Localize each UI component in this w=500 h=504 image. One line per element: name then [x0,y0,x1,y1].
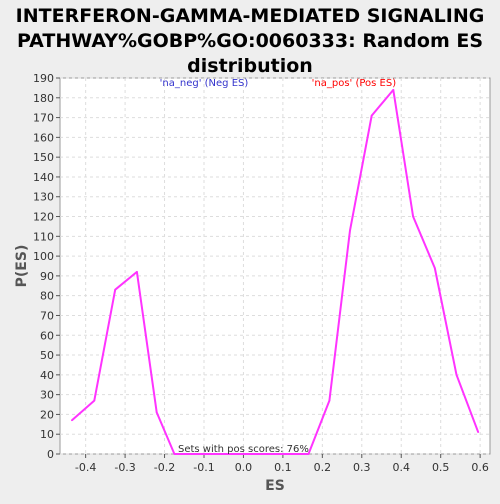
y-tick-label: 30 [40,389,54,402]
x-tick-label: 0.3 [353,461,371,474]
x-axis-label: ES [265,478,285,494]
data-point [173,453,176,455]
x-tick-label: 0.4 [392,461,410,474]
x-tick-label: -0.4 [75,461,96,474]
y-tick-label: 190 [33,72,54,85]
data-point [392,89,395,91]
data-point [307,453,310,455]
x-tick-label: 0.5 [432,461,450,474]
chart-title-line: PATHWAY%GOBP%GO:0060333: Random ES [17,30,483,52]
data-point [195,453,197,455]
y-tick-label: 120 [33,211,54,224]
data-point [266,453,268,455]
data-point [328,399,331,402]
y-tick-label: 90 [40,270,54,283]
x-tick-label: -0.2 [154,461,175,474]
data-point [136,271,138,273]
chart-title-line: distribution [187,55,313,77]
data-point [242,453,245,455]
y-tick-label: 180 [33,92,54,105]
y-tick-label: 10 [40,428,54,441]
annotation-label: 'na_pos' (Pos ES) [312,78,397,89]
y-tick-label: 20 [40,408,54,421]
data-point [155,411,158,414]
x-tick-label: 0.0 [235,461,253,474]
data-point [93,399,96,402]
y-tick-label: 130 [33,191,54,204]
data-point [370,114,373,117]
axes: -0.4 -0.3 -0.2 -0.1 0.0 0.1 0.2 0.3 0.4 0.5 0.6 0 10… [33,72,489,474]
chart-title-line: INTERFERON-GAMMA-MEDIATED SIGNALING [16,5,485,27]
data-point [289,453,292,455]
y-tick-label: 50 [40,349,54,362]
x-tick-label: 0.2 [314,461,332,474]
y-tick-label: 60 [40,329,54,342]
annotations: 'na_neg' (Neg ES) 'na_pos' (Pos ES) Sets w… [160,78,397,455]
data-point [218,453,221,455]
y-tick-label: 80 [40,290,54,303]
y-tick-label: 110 [33,230,54,243]
series-lines [71,88,480,455]
annotation-label: Sets with pos scores: 76% [178,444,309,455]
y-tick-label: 140 [33,171,54,184]
data-point [477,431,479,434]
y-axis-label: P(ES) [14,245,30,288]
data-point [455,374,458,376]
series-line-0 [71,88,480,455]
data-point [349,229,351,232]
data-point [71,419,73,422]
data-point [412,215,414,218]
y-tick-label: 100 [33,250,54,263]
plot-area [59,77,491,455]
y-tick-label: 40 [40,369,54,382]
chart-title: INTERFERON-GAMMA-MEDIATED SIGNALING PATHW… [16,5,485,77]
y-tick-label: 70 [40,309,54,322]
x-tick-label: 0.6 [471,461,489,474]
x-tick-label: -0.1 [193,461,214,474]
x-tick-label: -0.3 [114,461,135,474]
y-tick-label: 160 [33,131,54,144]
y-tick-label: 170 [33,112,54,125]
data-point [114,288,117,291]
y-tick-label: 150 [33,151,54,164]
x-tick-label: 0.1 [274,461,292,474]
grid-lines [60,77,490,455]
annotation-label: 'na_neg' (Neg ES) [160,78,249,89]
data-point [433,267,436,269]
y-tick-label: 0 [47,448,54,461]
